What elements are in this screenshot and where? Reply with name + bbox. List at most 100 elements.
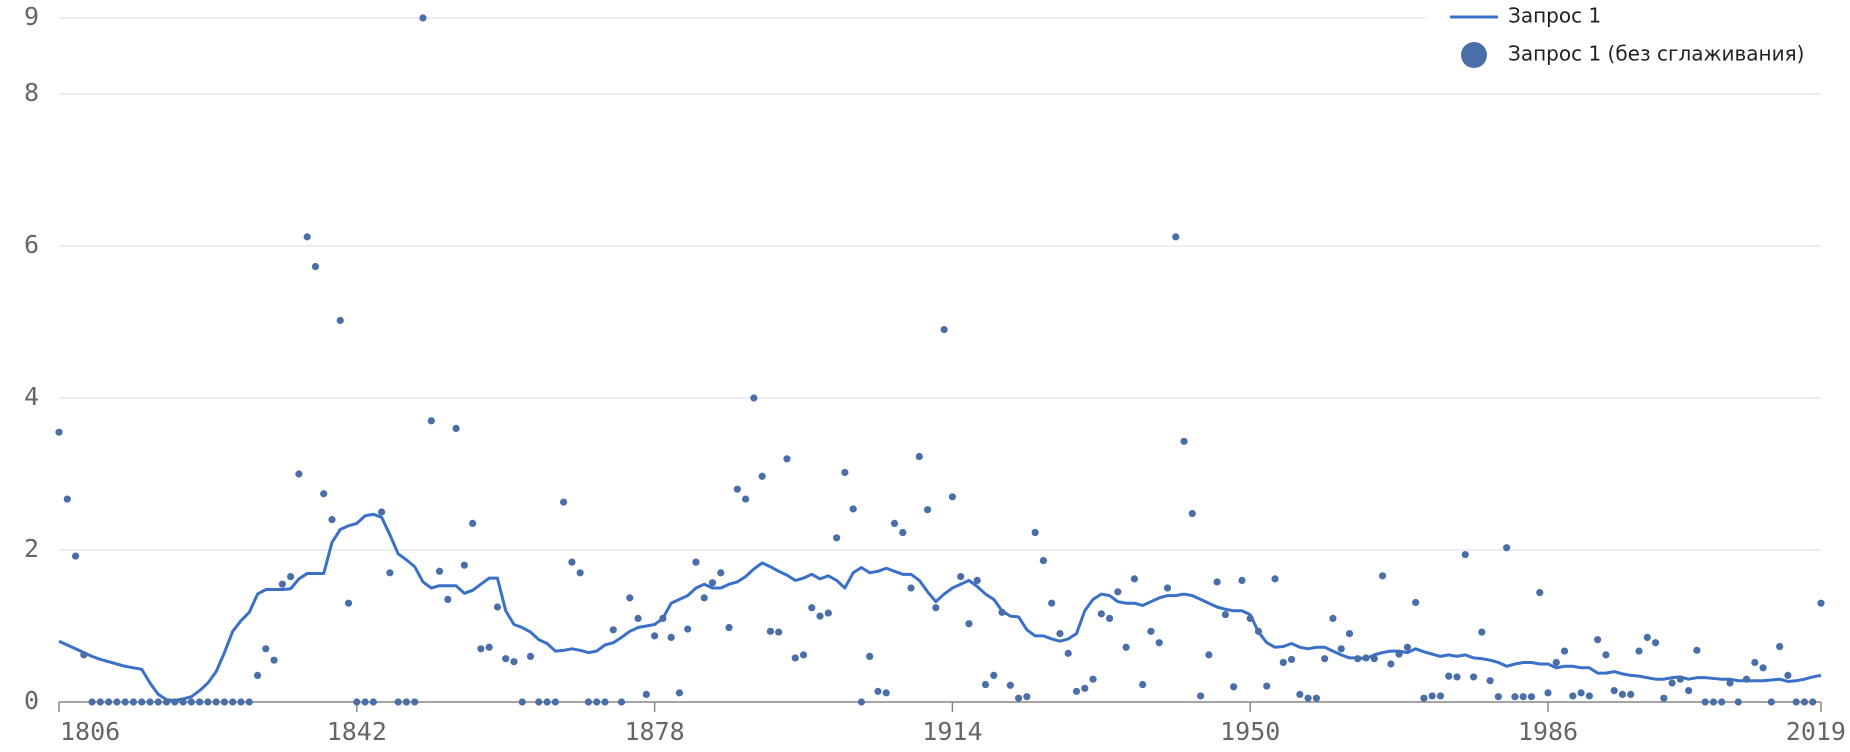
scatter-point xyxy=(1519,693,1527,701)
legend-label: Запрос 1 xyxy=(1508,4,1601,28)
scatter-point xyxy=(1321,655,1329,663)
x-tick-label: 2019 xyxy=(1786,717,1846,746)
scatter-point xyxy=(1693,646,1701,654)
scatter-point xyxy=(369,698,377,706)
scatter-point xyxy=(1254,627,1263,635)
scatter-point xyxy=(1685,687,1693,695)
scatter-point xyxy=(493,603,502,611)
scatter-point xyxy=(220,698,229,706)
scatter-point xyxy=(71,552,80,560)
scatter-point xyxy=(320,490,328,498)
scatter-point xyxy=(1436,692,1445,700)
scatter-point xyxy=(1081,684,1089,692)
y-tick-label: 2 xyxy=(24,534,39,563)
scatter-point xyxy=(700,594,708,602)
scatter-point xyxy=(1089,675,1097,683)
scatter-point xyxy=(1147,627,1155,635)
scatter-point xyxy=(1387,660,1395,668)
scatter-point xyxy=(1271,575,1279,583)
scatter-point xyxy=(1230,683,1238,691)
scatter-point xyxy=(129,698,138,706)
scatter-point xyxy=(742,495,750,503)
scatter-point xyxy=(1726,679,1734,687)
scatter-point xyxy=(1701,698,1709,706)
scatter-point xyxy=(1354,655,1362,663)
scatter-point xyxy=(725,623,733,632)
scatter-point xyxy=(1742,675,1751,683)
scatter-point xyxy=(1560,647,1569,655)
scatter-point xyxy=(1039,557,1048,565)
x-tick-label: 1986 xyxy=(1518,717,1578,746)
scatter-point xyxy=(1809,698,1817,706)
scatter-point xyxy=(121,698,129,706)
scatter-point xyxy=(1792,698,1800,706)
scatter-point xyxy=(1767,698,1775,706)
scatter-point xyxy=(469,519,477,528)
scatter-point xyxy=(601,698,609,706)
scatter-point xyxy=(1395,650,1403,658)
scatter-point xyxy=(278,580,286,588)
scatter-point xyxy=(1163,584,1172,592)
scatter-point xyxy=(179,698,187,706)
scatter-point xyxy=(1718,698,1726,706)
scatter-point xyxy=(568,558,576,566)
scatter-point xyxy=(96,698,104,706)
scatter-point xyxy=(1031,528,1039,537)
scatter-point xyxy=(667,633,675,642)
scatter-point xyxy=(1635,647,1643,655)
scatter-point xyxy=(204,698,212,706)
scatter-point xyxy=(1544,689,1552,697)
scatter-point xyxy=(237,698,245,706)
scatter-point xyxy=(890,519,899,528)
legend: Запрос 1 Запрос 1 (без сглаживания) xyxy=(1425,0,1850,76)
scatter-point xyxy=(146,698,154,706)
y-tick-label: 0 xyxy=(24,686,39,715)
scatter-point xyxy=(510,658,518,666)
scatter-point xyxy=(1238,576,1246,585)
scatter-point xyxy=(1627,690,1635,699)
scatter-point xyxy=(783,455,791,463)
scatter-point xyxy=(543,698,551,706)
scatter-point xyxy=(1709,698,1718,706)
scatter-point xyxy=(849,505,857,513)
scatter-point xyxy=(626,594,634,602)
scatter-point xyxy=(1527,693,1536,701)
x-tick-label: 1842 xyxy=(327,717,387,746)
scatter-point xyxy=(584,698,593,706)
scatter-point xyxy=(1784,671,1792,680)
scatter-point xyxy=(808,604,816,612)
scatter-point xyxy=(1312,694,1320,702)
scatter-point xyxy=(1362,654,1370,662)
scatter-point xyxy=(162,698,171,706)
scatter-point xyxy=(105,698,113,706)
line-series xyxy=(58,512,1822,702)
scatter-point xyxy=(799,651,808,659)
scatter-point xyxy=(1734,698,1742,706)
scatter-point xyxy=(642,690,650,699)
scatter-point xyxy=(692,558,700,566)
scatter-point xyxy=(758,472,766,480)
legend-label: Запрос 1 (без сглаживания) xyxy=(1508,42,1804,66)
scatter-point xyxy=(196,698,204,706)
scatter-point xyxy=(1370,655,1378,663)
scatter-point xyxy=(1445,672,1453,680)
scatter-point xyxy=(560,498,568,506)
scatter-point xyxy=(477,645,485,653)
x-tick-label: 1806 xyxy=(60,717,120,746)
scatter-point xyxy=(1817,599,1825,607)
scatter-point xyxy=(1428,692,1436,700)
scatter-point xyxy=(1296,690,1304,699)
scatter-point xyxy=(593,698,601,706)
scatter-point xyxy=(262,645,270,653)
scatter-point xyxy=(1594,636,1602,644)
scatter-point xyxy=(1776,642,1784,651)
scatter-point xyxy=(882,689,890,697)
scatter-point xyxy=(452,424,460,432)
scatter-point xyxy=(576,569,584,577)
scatter-point xyxy=(1180,437,1188,445)
scatter-point xyxy=(1378,572,1387,580)
scatter-point xyxy=(1602,651,1610,659)
scatter-point xyxy=(1552,658,1560,667)
scatter-point xyxy=(1221,611,1229,619)
